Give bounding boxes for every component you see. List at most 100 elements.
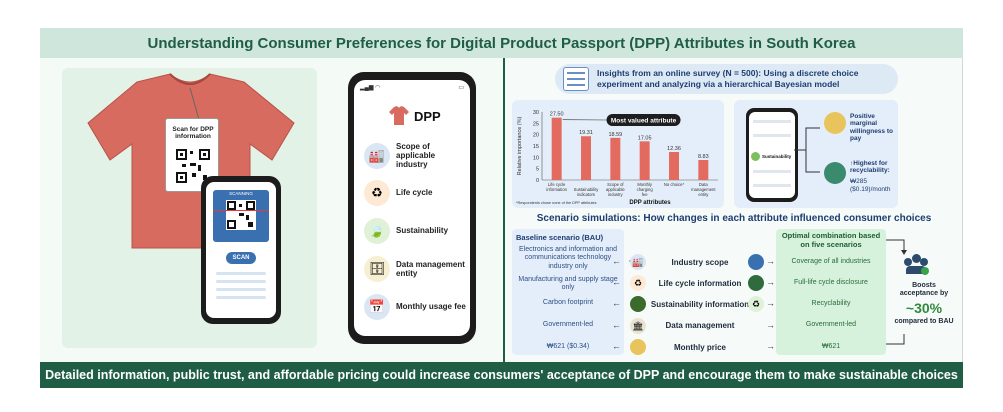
bau-row: Electronics and information and communic… [518, 246, 618, 270]
footer-text: Detailed information, public trust, and … [45, 368, 958, 382]
wtp-card: Sustainability Positive marginal willing… [734, 100, 898, 208]
bar-value-label: 19.31 [579, 130, 593, 136]
tag-text: Scan for DPP information [172, 126, 214, 141]
recycle-icon [824, 162, 846, 184]
scan-line [213, 210, 269, 211]
optimal-row: Full-life cycle disclosure [794, 279, 868, 286]
optimal-row: Coverage of all industries [791, 258, 871, 265]
arrow-left-icon: ← [612, 298, 621, 308]
attr-label: Data management [665, 321, 735, 330]
bar-value-label: 17.05 [638, 135, 652, 141]
connector-arrows [794, 127, 820, 173]
government-icon: 🏛 [630, 318, 646, 334]
bracket-connector [886, 239, 907, 345]
leaf-icon: 🍃 [364, 218, 390, 244]
bar [669, 151, 679, 180]
arrow-right-icon: → [766, 256, 775, 266]
wtp-phone-item: Sustainability [762, 154, 792, 159]
cycle-icon: ♻ [364, 180, 390, 206]
y-axis-title: Relative importance (%) [517, 116, 523, 175]
chart-footnote: *Respondents chose none of the DPP attri… [516, 201, 597, 205]
bar [610, 137, 621, 180]
bar [581, 136, 591, 180]
arrow-right-icon: → [766, 320, 775, 330]
dpp-phone: ▂▄▆ ◠ ▭ DPP 🏭 Scope of applicable indust… [348, 72, 476, 344]
feature-item-scope[interactable]: 🏭 Scope of applicable industry [364, 142, 466, 170]
factory-icon: 🏭 [364, 142, 390, 169]
x-tick-label: No choice* [664, 182, 685, 187]
feature-item-data-entity[interactable]: 🗄 Data management entity [364, 256, 466, 282]
x-tick-label: Data management entity [691, 182, 716, 197]
y-tick-label: 25 [533, 121, 539, 127]
bar-value-label: 27.50 [550, 112, 564, 118]
bau-box: Baseline scenario (BAU) Electronics and … [512, 229, 624, 355]
optimal-row: ₩621 [821, 343, 841, 350]
calendar-icon: 📅 [364, 294, 390, 320]
survey-banner: Insights from an online survey (N = 500)… [555, 64, 898, 94]
attr-label: Industry scope [671, 258, 729, 267]
feature-label: Monthly usage fee [396, 302, 466, 312]
recycle-icon: ♻ [748, 296, 764, 312]
coins-icon [824, 112, 846, 134]
survey-text: Insights from an online survey (N = 500)… [597, 68, 859, 89]
people-group-icon [904, 254, 929, 276]
bau-row: Carbon footprint [542, 299, 594, 306]
attr-label: Sustainability information [650, 300, 750, 309]
optimal-box: Optimal combination based on five scenar… [776, 229, 886, 355]
arrow-right-icon: → [766, 298, 775, 308]
feature-label: Data management entity [396, 259, 465, 278]
x-axis-title: DPP attributes [629, 200, 671, 206]
attr-label: Monthly price [673, 343, 726, 352]
arrow-right-icon: → [766, 277, 775, 287]
x-tick-label: Monthly charging fee [637, 182, 654, 197]
y-tick-label: 0 [536, 178, 539, 184]
feature-item-lifecycle[interactable]: ♻ Life cycle [364, 180, 466, 206]
wtp-phone: Sustainability [746, 108, 798, 202]
optimal-title: Optimal combination based on five scenar… [781, 231, 881, 249]
checklist-icon [563, 67, 589, 91]
t-shirt-icon [389, 106, 409, 125]
money-icon [630, 339, 646, 355]
optimal-row: Recyclability [811, 300, 851, 307]
bau-row: Manufacturing and supply stage only [518, 276, 618, 292]
qr-code-icon [226, 200, 256, 230]
feature-label: Scope of applicable industry [396, 142, 436, 170]
scenario-title: Scenario simulations: How changes in eac… [536, 213, 932, 224]
scanning-phone: SCANNING SCAN [201, 176, 281, 324]
factory-icon: 🏭 [630, 254, 646, 270]
boost-pre: Boosts acceptance by [899, 282, 949, 298]
y-tick-label: 15 [533, 144, 539, 150]
bar-value-label: 8.83 [698, 154, 709, 160]
x-tick-label: Scope of applicable industry [606, 182, 626, 197]
attr-label: Life cycle information [658, 279, 742, 288]
arrow-left-icon: ← [612, 320, 621, 330]
scanning-label: SCANNING [229, 191, 253, 196]
optimal-row: Government-led [805, 321, 857, 328]
qr-code-icon [176, 149, 210, 183]
x-tick-label: Sustainability indicators [574, 187, 600, 197]
scan-frame: SCANNING [213, 190, 269, 242]
y-tick-label: 20 [533, 133, 539, 139]
arrow-right-icon: → [766, 341, 775, 351]
callout-bubble [606, 114, 681, 126]
feature-label: Sustainability [396, 226, 449, 236]
feature-item-sustainability[interactable]: 🍃 Sustainability [364, 218, 466, 244]
wtp-positive: Positive marginal willingness to pay [850, 113, 893, 143]
bar [551, 117, 562, 180]
bau-row: Government-led [542, 321, 594, 328]
placeholder-line [216, 296, 266, 299]
arrow-left-icon: ← [612, 256, 621, 266]
importance-bar-chart: 0 5 10 15 20 25 30 Relative importance (%) 27.50… [516, 110, 718, 206]
y-tick-label: 30 [533, 110, 539, 116]
boost-value: ~30% [905, 300, 943, 316]
bau-title: Baseline scenario (BAU) [516, 233, 604, 242]
globe-icon [748, 254, 764, 270]
bar [639, 141, 650, 180]
placeholder-line [216, 280, 266, 283]
arrow-left-icon: ← [612, 341, 621, 351]
scan-button[interactable]: SCAN [226, 252, 256, 264]
arrow-left-icon: ← [612, 277, 621, 287]
y-tick-label: 5 [536, 167, 539, 173]
feature-item-fee[interactable]: 📅 Monthly usage fee [364, 294, 466, 320]
bar-value-label: 12.36 [667, 146, 681, 152]
